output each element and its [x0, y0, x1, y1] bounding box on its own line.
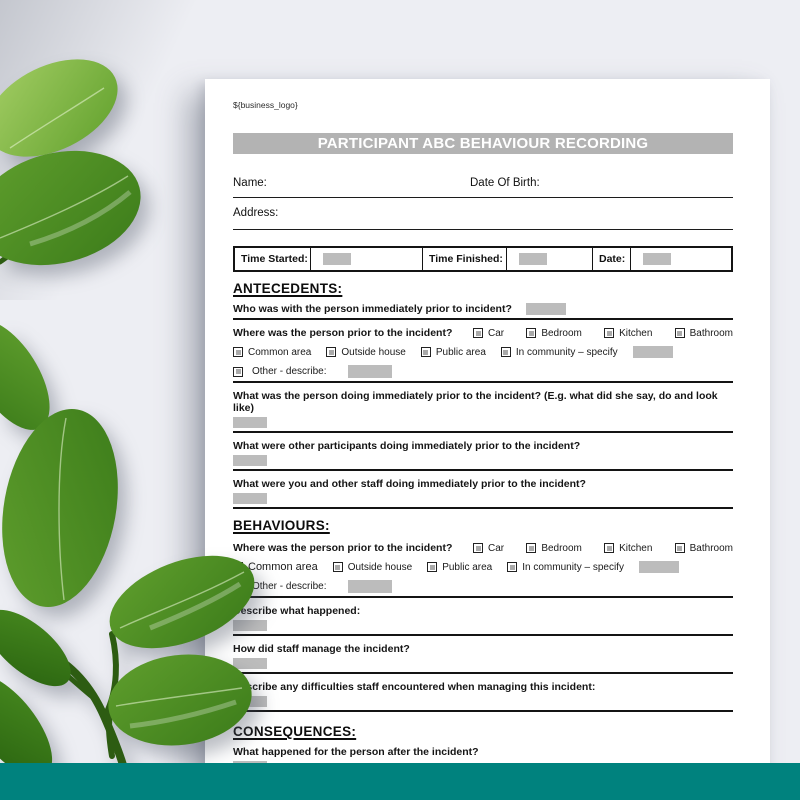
- time-table: Time Started: Time Finished: Date:: [233, 246, 733, 272]
- document-page: ${business_logo} PARTICIPANT ABC BEHAVIO…: [205, 79, 770, 800]
- time-finished-label: Time Finished:: [423, 248, 507, 270]
- checkbox-option-bathroom[interactable]: Bathroom: [674, 543, 733, 554]
- checkbox-option-common-area[interactable]: Common area: [233, 561, 318, 573]
- checkbox-option-outside-house[interactable]: Outside house: [326, 347, 406, 358]
- question-participants-doing: What were other participants doing immed…: [233, 440, 733, 466]
- divider: [233, 381, 733, 383]
- divider: [233, 507, 733, 509]
- question-staff-doing: What were you and other staff doing imme…: [233, 478, 733, 504]
- location-question-prompt: Where was the person prior to the incide…: [233, 542, 453, 554]
- field-placeholder[interactable]: [525, 303, 566, 315]
- teal-footer-bar: [0, 763, 800, 800]
- question-staff-difficulties: Describe any difficulties staff encounte…: [233, 681, 733, 707]
- checkbox-icon[interactable]: [473, 328, 483, 338]
- field-placeholder[interactable]: [233, 620, 267, 631]
- divider: [233, 596, 733, 598]
- dob-label: Date Of Birth:: [470, 177, 540, 189]
- checkbox-option-kitchen[interactable]: Kitchen: [604, 543, 652, 554]
- checkbox-icon[interactable]: [233, 562, 243, 572]
- location-row-1: Where was the person prior to the incide…: [233, 327, 733, 339]
- checkbox-icon[interactable]: [526, 543, 537, 553]
- checkbox-icon[interactable]: [427, 562, 438, 572]
- section-heading-consequences: CONSEQUENCES:: [233, 724, 357, 739]
- time-finished-cell: [507, 248, 593, 270]
- location-row-2: Common area Outside house Public area In…: [233, 346, 733, 358]
- location-question-block-antecedents: Where was the person prior to the incide…: [233, 327, 733, 378]
- checkbox-icon[interactable]: [233, 366, 243, 377]
- name-label: Name:: [233, 177, 267, 189]
- checkbox-option-other[interactable]: Other - describe:: [233, 581, 326, 592]
- checkbox-option-bedroom[interactable]: Bedroom: [526, 543, 582, 554]
- divider: [233, 469, 733, 471]
- date-cell: [631, 248, 731, 270]
- checkbox-option-in-community[interactable]: In community – specify: [507, 562, 624, 573]
- question-staff-manage: How did staff manage the incident?: [233, 643, 733, 669]
- field-placeholder[interactable]: [323, 253, 351, 265]
- checkbox-option-common-area[interactable]: Common area: [233, 347, 311, 358]
- checkbox-option-other[interactable]: Other - describe:: [233, 366, 326, 377]
- location-question-block-behaviours: Where was the person prior to the incide…: [233, 542, 733, 593]
- date-label: Date:: [593, 248, 631, 270]
- checkbox-icon[interactable]: [604, 328, 615, 338]
- checkbox-option-car[interactable]: Car: [473, 328, 504, 339]
- location-row-2: Common area Outside house Public area In…: [233, 561, 733, 573]
- section-heading-behaviours: BEHAVIOURS:: [233, 518, 330, 533]
- field-placeholder[interactable]: [233, 493, 267, 504]
- field-placeholder[interactable]: [643, 253, 671, 265]
- checkbox-option-car[interactable]: Car: [473, 543, 504, 554]
- divider: [233, 634, 733, 636]
- location-row-3: Other - describe:: [233, 365, 733, 378]
- checkbox-option-in-community[interactable]: In community – specify: [500, 347, 618, 358]
- time-started-cell: [311, 248, 423, 270]
- checkbox-icon[interactable]: [526, 328, 537, 338]
- divider: [233, 710, 733, 712]
- checkbox-icon[interactable]: [507, 562, 518, 572]
- field-placeholder[interactable]: [638, 561, 679, 573]
- field-placeholder[interactable]: [233, 417, 267, 428]
- business-logo-placeholder: ${business_logo}: [233, 100, 298, 110]
- checkbox-option-outside-house[interactable]: Outside house: [332, 562, 412, 573]
- divider: [233, 318, 733, 320]
- field-placeholder[interactable]: [632, 346, 673, 358]
- address-label: Address:: [233, 207, 279, 219]
- question-describe-what-happened: Describe what happened:: [233, 605, 733, 631]
- checkbox-icon[interactable]: [420, 347, 431, 357]
- checkbox-icon[interactable]: [233, 581, 243, 592]
- time-started-label: Time Started:: [235, 248, 311, 270]
- divider: [233, 431, 733, 433]
- section-heading-antecedents: ANTECEDENTS:: [233, 281, 343, 296]
- checkbox-option-public-area[interactable]: Public area: [420, 347, 486, 358]
- field-placeholder[interactable]: [519, 253, 547, 265]
- location-row-3: Other - describe:: [233, 580, 733, 593]
- divider: [233, 672, 733, 674]
- location-row-1: Where was the person prior to the incide…: [233, 542, 733, 554]
- checkbox-icon[interactable]: [604, 543, 615, 553]
- checkbox-option-public-area[interactable]: Public area: [427, 562, 492, 573]
- field-placeholder[interactable]: [348, 580, 393, 593]
- checkbox-icon[interactable]: [233, 347, 243, 357]
- question-person-doing: What was the person doing immediately pr…: [233, 390, 733, 428]
- name-dob-row: Name: Date Of Birth:: [233, 177, 733, 198]
- checkbox-icon[interactable]: [500, 347, 511, 357]
- backdrop-shading: [0, 0, 220, 300]
- form-title: PARTICIPANT ABC BEHAVIOUR RECORDING: [233, 133, 733, 154]
- field-placeholder[interactable]: [348, 365, 393, 378]
- field-placeholder[interactable]: [233, 455, 267, 466]
- field-placeholder[interactable]: [233, 696, 267, 707]
- checkbox-option-kitchen[interactable]: Kitchen: [604, 328, 652, 339]
- location-question-prompt: Where was the person prior to the incide…: [233, 327, 453, 339]
- checkbox-icon[interactable]: [674, 543, 685, 553]
- field-placeholder[interactable]: [233, 658, 267, 669]
- address-row: Address:: [233, 198, 733, 230]
- checkbox-option-bedroom[interactable]: Bedroom: [526, 328, 582, 339]
- checkbox-icon[interactable]: [674, 328, 685, 338]
- checkbox-icon[interactable]: [326, 347, 337, 357]
- question-who-with-person: Who was with the person immediately prio…: [233, 303, 733, 315]
- checkbox-icon[interactable]: [473, 543, 483, 553]
- checkbox-option-bathroom[interactable]: Bathroom: [674, 328, 733, 339]
- checkbox-icon[interactable]: [332, 562, 343, 572]
